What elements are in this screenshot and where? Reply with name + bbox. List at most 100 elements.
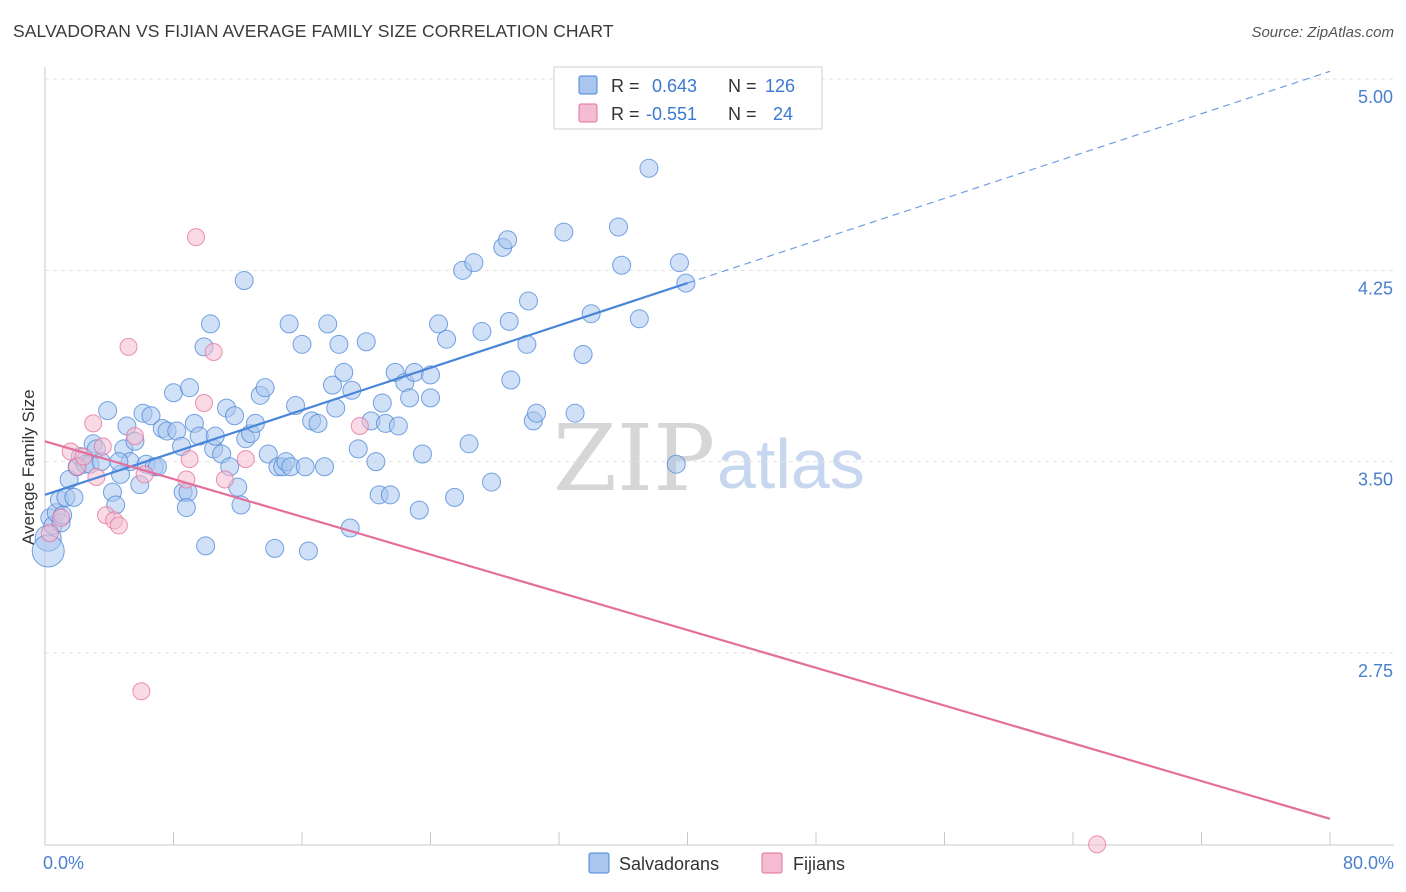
legend-swatch-fijians (578, 103, 598, 123)
bottom-legend-label-salvadorans: Salvadorans (619, 854, 719, 874)
salvadorans-point (372, 393, 392, 413)
legend-r-value-salvadorans: 0.643 (652, 76, 697, 96)
y-tick-label: 5.00 (1358, 87, 1393, 107)
salvadorans-point (669, 253, 689, 273)
watermark: ZIP atlas (553, 405, 865, 512)
fijians-point (40, 524, 59, 543)
salvadorans-point (323, 375, 343, 395)
source-credit: Source: ZipAtlas.com (1251, 24, 1394, 41)
salvadorans-point (459, 434, 479, 454)
salvadorans-point (527, 403, 547, 423)
axes (44, 67, 1394, 846)
legend-n-value-salvadorans: 126 (765, 76, 795, 96)
salvadorans-point (437, 329, 457, 349)
y-tick-label: 2.75 (1358, 661, 1393, 681)
salvadorans-point (225, 406, 245, 426)
salvadorans-point (348, 439, 368, 459)
salvadorans-point (464, 253, 484, 273)
fijians-point (186, 228, 205, 247)
legend-box (553, 66, 823, 130)
fijians-point (109, 516, 128, 535)
legend-r-value-fijians: -0.551 (646, 104, 697, 124)
salvadorans-point (298, 541, 318, 561)
salvadorans-point (180, 378, 200, 398)
salvadorans-point (499, 311, 519, 331)
salvadorans-point (429, 314, 449, 334)
salvadorans-point (472, 322, 492, 342)
salvadorans-point (421, 388, 440, 408)
legend-n-label-salvadorans: N = (728, 76, 757, 96)
salvadorans-trend-extension (687, 70, 1331, 284)
fijians-point (180, 450, 199, 469)
y-axis-label: Average Family Size (19, 389, 38, 545)
fijians-point (132, 682, 151, 701)
salvadorans-point (629, 309, 649, 329)
salvadorans-point (329, 334, 349, 354)
salvadorans-point (409, 500, 429, 520)
salvadorans-point (518, 291, 538, 311)
correlation-legend: R = 0.643 N = 126 R = -0.551 N = 24 (553, 66, 823, 130)
salvadorans-point (196, 536, 216, 556)
salvadorans-point (176, 498, 196, 518)
bottom-legend-swatch-fijians (761, 852, 783, 874)
salvadorans-point (639, 158, 659, 178)
y-tick-labels: 2.75 3.50 4.25 5.00 (1358, 87, 1393, 681)
salvadorans-point (501, 370, 521, 390)
salvadorans-point (292, 334, 312, 354)
series-legend: Salvadorans Fijians (588, 852, 845, 874)
fijians-trend-line (44, 440, 1331, 820)
fijians-points (40, 228, 1107, 854)
salvadorans-point (380, 485, 400, 505)
bottom-legend-swatch-salvadorans (588, 852, 610, 874)
fijians-point (52, 508, 71, 527)
salvadorans-point (314, 457, 334, 477)
x-tick-max: 80.0% (1343, 853, 1394, 873)
fijians-point (93, 437, 112, 456)
salvadorans-point (234, 271, 254, 291)
salvadorans-point (334, 362, 354, 382)
salvadorans-point (498, 230, 518, 250)
fijians-point (350, 416, 369, 435)
salvadorans-point (279, 314, 299, 334)
legend-n-value-fijians: 24 (773, 104, 793, 124)
bottom-legend-label-fijians: Fijians (793, 854, 845, 874)
gridlines (45, 78, 1394, 654)
salvadorans-point (318, 314, 338, 334)
chart-title: SALVADORAN VS FIJIAN AVERAGE FAMILY SIZE… (13, 21, 614, 41)
salvadorans-point (554, 222, 574, 242)
trend-lines (44, 70, 1331, 820)
salvadorans-point (308, 413, 328, 433)
salvadorans-point (258, 444, 278, 464)
fijians-point (84, 414, 103, 433)
salvadorans-point (573, 345, 593, 365)
y-tick-label: 3.50 (1358, 470, 1393, 490)
watermark-zip: ZIP (553, 405, 715, 512)
salvadorans-point (608, 217, 628, 237)
salvadorans-point (388, 416, 408, 436)
salvadorans-point (64, 487, 84, 507)
salvadorans-point (400, 388, 420, 408)
salvadorans-point (200, 314, 220, 334)
legend-r-label-salvadorans: R = (611, 76, 640, 96)
legend-swatch-salvadorans (578, 75, 598, 95)
salvadorans-point (366, 452, 386, 472)
fijians-point (125, 427, 144, 446)
salvadorans-point (421, 365, 440, 385)
watermark-atlas: atlas (717, 425, 865, 503)
fijians-point (195, 393, 214, 412)
salvadorans-point (295, 457, 315, 477)
salvadorans-trend-line (44, 282, 688, 496)
fijians-point (1088, 835, 1107, 854)
salvadorans-point (612, 255, 632, 275)
fijians-point (204, 342, 223, 361)
salvadorans-point (255, 378, 275, 398)
salvadorans-point (98, 401, 118, 421)
legend-n-label-fijians: N = (728, 104, 757, 124)
fijians-point (215, 470, 234, 489)
salvadorans-point (565, 403, 585, 423)
salvadorans-point (141, 406, 161, 426)
salvadorans-point (666, 454, 686, 474)
salvadorans-point (265, 538, 285, 558)
fijians-point (119, 337, 138, 356)
